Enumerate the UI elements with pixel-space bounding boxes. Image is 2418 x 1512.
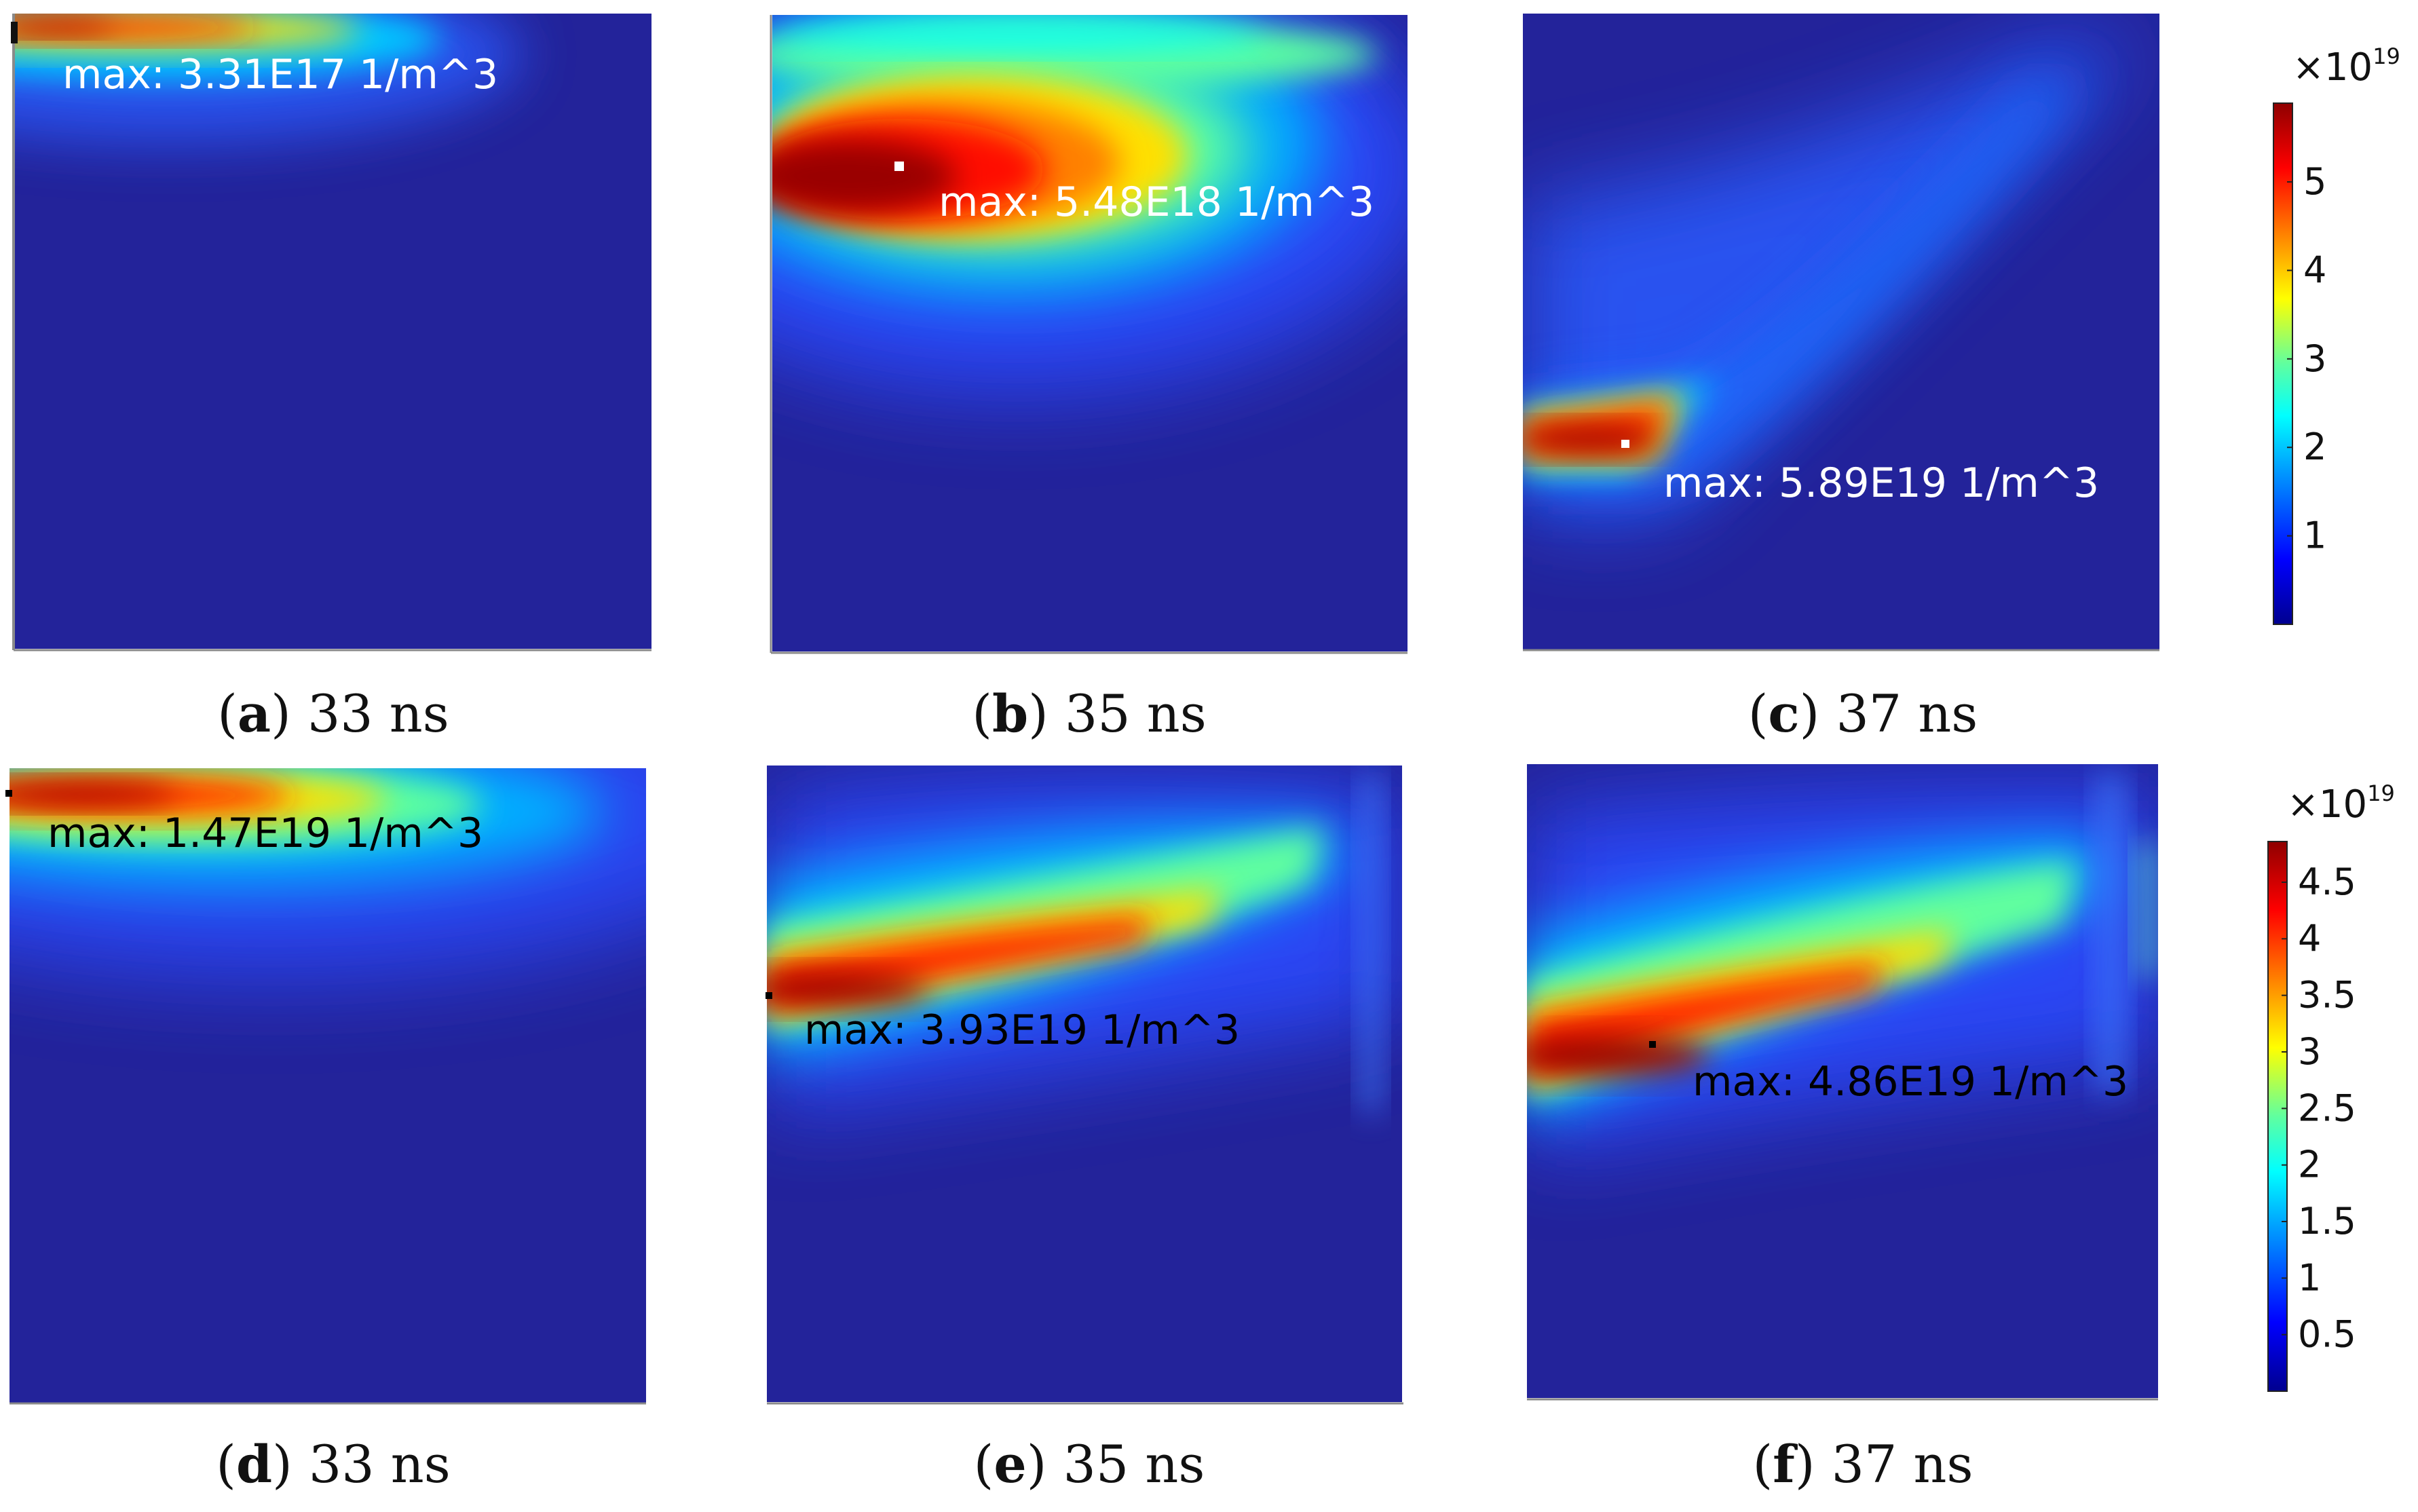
colorbar-top: ×1019 1 2 3 4 5 [2273,43,2400,625]
panel-letter-f: f [1773,1434,1798,1494]
heatmap-panel-e: max: 3.93E19 1/m^3 (e) 35 ns [766,766,1403,1494]
colorbar-bottom-tick-label: 3.5 [2298,974,2356,1017]
colorbar-top-gradient [2273,102,2293,625]
max-label-c: max: 5.89E19 1/m^3 [1663,459,2099,507]
max-point-marker-c [1621,440,1629,448]
panel-letter-a: a [238,683,271,744]
panel-letter-d: d [236,1434,272,1494]
panel-caption-b: (b) 35 ns [972,683,1206,744]
panel-time-a: 33 ns [307,683,449,744]
max-label-f: max: 4.86E19 1/m^3 [1693,1058,2128,1105]
colorbar-top-tick-label: 5 [2303,160,2326,203]
heatmap-panel-a: max: 3.31E17 1/m^3 (a) 33 ns [11,14,651,744]
panel-caption-d: (d) 33 ns [216,1434,450,1494]
max-point-marker-e [766,992,772,999]
panel-letter-c: c [1768,683,1799,744]
max-point-marker-b [894,162,904,171]
colorbar-bottom-tick-label: 1 [2298,1256,2321,1299]
panel-time-b: 35 ns [1065,683,1207,744]
heatmap-panel-d: max: 1.47E19 1/m^3 (d) 33 ns [5,768,646,1494]
heatmap-panel-c: max: 5.89E19 1/m^3 (c) 37 ns [1523,14,2159,744]
max-label-b: max: 5.48E18 1/m^3 [939,178,1374,226]
panel-time-f: 37 ns [1832,1434,1973,1494]
panel-time-e: 35 ns [1063,1434,1205,1494]
colorbar-top-ticks: 1 2 3 4 5 [2287,160,2326,557]
colorbar-bottom-ticks: 0.5 1 1.5 2 2.5 3 3.5 4 4.5 [2282,861,2356,1356]
colorbar-bottom-tick-label: 4.5 [2298,861,2356,903]
max-point-marker-f [1649,1041,1656,1048]
colorbar-top-tick-label: 1 [2303,514,2326,557]
colorbar-bottom-tick-label: 4 [2298,917,2321,960]
colorbar-bottom: ×1019 0.5 1 1.5 2 2.5 3 3.5 4 4.5 [2267,780,2395,1392]
colorbar-bottom-tick-label: 0.5 [2298,1313,2356,1356]
colorbar-bottom-tick-label: 3 [2298,1030,2321,1073]
max-point-marker-a [11,22,18,43]
heatmap-panel-f: max: 4.86E19 1/m^3 (f) 37 ns [1527,764,2158,1494]
colorbar-top-multiplier: ×1019 [2292,43,2400,90]
panel-time-c: 37 ns [1836,683,1978,744]
panel-time-d: 33 ns [309,1434,451,1494]
panel-letter-b: b [992,683,1028,744]
max-label-e: max: 3.93E19 1/m^3 [804,1006,1240,1054]
colorbar-bottom-tick-label: 2 [2298,1144,2321,1186]
max-point-marker-d [5,790,12,797]
colorbar-top-exponent: 19 [2373,43,2400,69]
panel-letter-e: e [994,1434,1026,1494]
colorbar-bottom-multiplier: ×1019 [2287,780,2395,827]
colorbar-bottom-gradient [2267,841,2288,1392]
max-label-a: max: 3.31E17 1/m^3 [62,51,498,98]
panel-caption-e: (e) 35 ns [974,1434,1205,1494]
colorbar-bottom-tick-label: 1.5 [2298,1200,2356,1243]
heatmap-panel-b: max: 5.48E18 1/m^3 (b) 35 ns [770,15,1408,744]
panel-caption-c: (c) 37 ns [1748,683,1978,744]
colorbar-top-tick-label: 2 [2303,426,2326,468]
panel-caption-a: (a) 33 ns [217,683,449,744]
colorbar-bottom-tick-label: 2.5 [2298,1086,2356,1129]
panel-caption-f: (f) 37 ns [1753,1434,1973,1494]
colorbar-bottom-exponent: 19 [2367,780,2395,806]
colorbar-top-tick-label: 3 [2303,337,2326,380]
max-label-d: max: 1.47E19 1/m^3 [48,810,483,857]
colorbar-top-tick-label: 4 [2303,248,2326,291]
